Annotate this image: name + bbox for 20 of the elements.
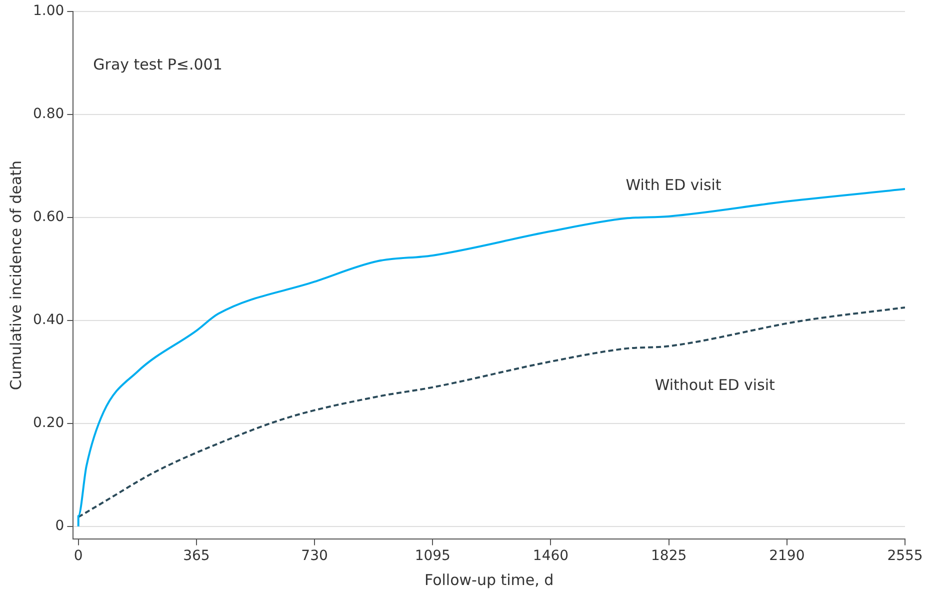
y-tick-label: 0 xyxy=(55,518,64,534)
y-tick-label: 0.60 xyxy=(33,209,64,226)
x-tick-label: 1825 xyxy=(650,548,687,564)
y-tick-label: 0.40 xyxy=(33,312,64,328)
series-label: With ED visit xyxy=(626,176,722,194)
annotation: Gray test P≤.001 xyxy=(93,55,222,74)
series-label: Without ED visit xyxy=(654,376,776,394)
x-tick-label: 2555 xyxy=(887,548,923,564)
x-tick-label: 2190 xyxy=(769,548,805,564)
x-tick-label: 1460 xyxy=(532,548,569,564)
x-tick-label: 730 xyxy=(301,548,328,564)
y-tick-label: 0.20 xyxy=(33,414,64,431)
x-axis-title: Follow-up time, d xyxy=(424,570,554,589)
x-tick-label: 365 xyxy=(183,548,210,564)
y-tick-label: 1.00 xyxy=(33,3,64,20)
line-series xyxy=(77,306,905,518)
x-tick-label: 1095 xyxy=(414,548,450,564)
x-tick-label: 0 xyxy=(74,548,83,564)
y-tick-label: 0.80 xyxy=(33,106,64,122)
y-axis-title: Cumulative incidence of death xyxy=(6,160,25,390)
